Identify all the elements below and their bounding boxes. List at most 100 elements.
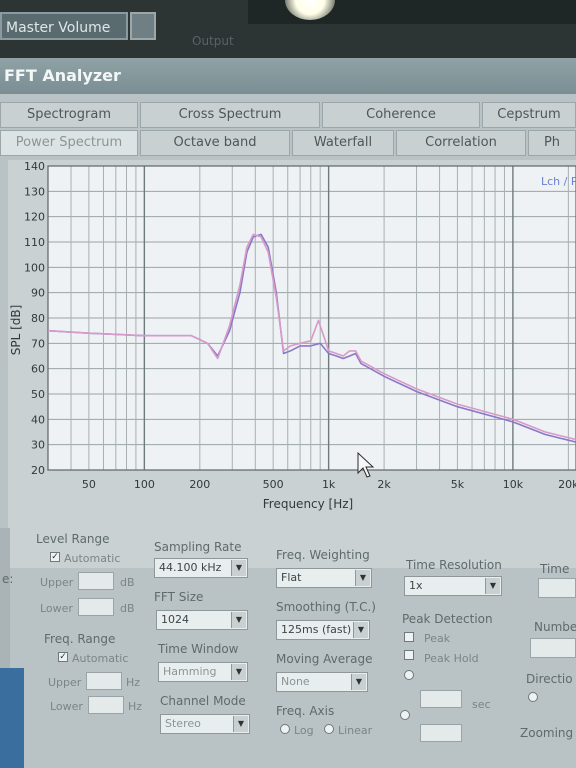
x-tick-label: 2k: [377, 478, 391, 491]
fft-analyzer-window: FFT Analyzer Spectrogram Cross Spectrum …: [0, 58, 576, 768]
peak-hold-radio-2[interactable]: [400, 710, 410, 720]
freq-lower-unit: Hz: [128, 700, 142, 713]
time-window-title: Time Window: [158, 642, 239, 656]
master-volume-field[interactable]: Master Volume: [0, 12, 128, 40]
time-resolution-select[interactable]: 1x ▼: [404, 576, 502, 596]
x-axis-label: Frequency [Hz]: [263, 497, 354, 511]
power-spectrum-plot[interactable]: 140 130 120 110 100 90 80 70 60 50 40 30 20 50 100 200…: [8, 160, 576, 568]
level-upper-unit: dB: [120, 576, 135, 589]
freq-lower-label: Lower: [50, 700, 83, 713]
channel-mode-select[interactable]: Stereo ▼: [160, 714, 250, 734]
time-window-select[interactable]: Hamming ▼: [158, 662, 248, 682]
peak-hold-sec-label: sec: [472, 698, 491, 711]
x-tick-label: 200: [189, 478, 210, 491]
y-tick-label: 30: [31, 439, 45, 452]
y-tick-label: 80: [31, 312, 45, 325]
fft-size-title: FFT Size: [154, 590, 203, 604]
y-tick-label: 120: [24, 211, 45, 224]
zooming-title: Zooming: [520, 726, 573, 740]
time-resolution-title: Time Resolution: [406, 558, 502, 572]
level-upper-input[interactable]: [78, 572, 114, 590]
y-tick-label: 60: [31, 363, 45, 376]
master-volume-dropdown-button[interactable]: [130, 12, 156, 40]
peak-hold-secondary-input[interactable]: [420, 724, 462, 742]
y-tick-label: 100: [24, 261, 45, 274]
freq-lower-input[interactable]: [88, 696, 124, 714]
freq-axis-log-radio[interactable]: [280, 724, 290, 734]
x-tick-label: 20k: [558, 478, 576, 491]
sampling-rate-select[interactable]: 44.100 kHz ▼: [154, 558, 248, 578]
x-tick-label: 50: [82, 478, 96, 491]
chevron-down-icon: ▼: [231, 612, 246, 628]
peak-detection-title: Peak Detection: [402, 612, 493, 626]
channel-mode-title: Channel Mode: [160, 694, 246, 708]
freq-range-title: Freq. Range: [44, 632, 115, 646]
spectrum-chart: 140 130 120 110 100 90 80 70 60 50 40 30 20 50 100 200…: [8, 160, 576, 568]
output-label: Output: [192, 34, 234, 48]
chevron-down-icon: ▼: [485, 578, 500, 594]
peak-checkbox[interactable]: [404, 632, 414, 642]
y-tick-label: 40: [31, 413, 45, 426]
time-cut-input[interactable]: [538, 578, 576, 598]
top-bar: Master Volume Output: [0, 0, 576, 60]
peak-label: Peak: [424, 632, 450, 645]
side-panel-strip: [0, 668, 24, 768]
level-auto-label: Automatic: [64, 552, 120, 565]
y-tick-label: 110: [24, 236, 45, 249]
freq-axis-linear-radio[interactable]: [324, 724, 334, 734]
tab-cepstrum[interactable]: Cepstrum: [482, 102, 576, 128]
tab-phase[interactable]: Ph: [528, 130, 576, 156]
freq-auto-label: Automatic: [72, 652, 128, 665]
level-auto-checkbox[interactable]: ✓: [50, 552, 60, 562]
left-edge-label: e:: [2, 572, 13, 586]
chevron-down-icon: ▼: [351, 674, 366, 690]
tab-cross-spectrum[interactable]: Cross Spectrum: [140, 102, 320, 128]
chevron-down-icon: ▼: [231, 664, 246, 680]
channel-legend: Lch / R: [541, 175, 576, 188]
y-tick-label: 130: [24, 185, 45, 198]
level-lower-unit: dB: [120, 602, 135, 615]
chevron-down-icon: ▼: [231, 560, 246, 576]
freq-axis-title: Freq. Axis: [276, 704, 334, 718]
y-tick-label: 140: [24, 160, 45, 173]
freq-upper-input[interactable]: [86, 672, 122, 690]
tab-waterfall[interactable]: Waterfall: [292, 130, 394, 156]
tab-octave-band[interactable]: Octave band: [140, 130, 290, 156]
freq-weighting-select[interactable]: Flat ▼: [276, 568, 372, 588]
chevron-down-icon: ▼: [355, 570, 370, 586]
tab-coherence[interactable]: Coherence: [322, 102, 480, 128]
y-tick-label: 20: [31, 464, 45, 477]
level-lower-input[interactable]: [78, 598, 114, 616]
x-tick-label: 10k: [503, 478, 524, 491]
x-tick-label: 100: [134, 478, 155, 491]
freq-weighting-title: Freq. Weighting: [276, 548, 370, 562]
direction-title: Directio: [526, 672, 573, 686]
number-input[interactable]: [530, 638, 576, 658]
smoothing-title: Smoothing (T.C.): [276, 600, 376, 614]
freq-axis-log-label: Log: [294, 724, 314, 737]
peak-hold-radio-1[interactable]: [404, 670, 414, 680]
chevron-down-icon: ▼: [353, 622, 368, 638]
smoothing-select[interactable]: 125ms (fast) ▼: [276, 620, 370, 640]
peak-hold-checkbox[interactable]: [404, 650, 414, 660]
tab-spectrogram[interactable]: Spectrogram: [0, 102, 138, 128]
freq-upper-label: Upper: [48, 676, 81, 689]
controls-panel: e: Level Range ✓ Automatic Upper dB Lowe…: [0, 528, 576, 768]
freq-auto-checkbox[interactable]: ✓: [58, 652, 68, 662]
y-tick-label: 50: [31, 388, 45, 401]
moving-average-select[interactable]: None ▼: [276, 672, 368, 692]
x-tick-label: 5k: [451, 478, 465, 491]
chevron-down-icon: ▼: [233, 716, 248, 732]
window-title: FFT Analyzer: [0, 58, 576, 94]
tab-power-spectrum[interactable]: Power Spectrum: [0, 130, 138, 156]
y-axis-label: SPL [dB]: [9, 305, 23, 356]
freq-axis-linear-label: Linear: [338, 724, 372, 737]
peak-hold-seconds-input[interactable]: [420, 690, 462, 708]
y-tick-label: 70: [31, 337, 45, 350]
direction-radio[interactable]: [528, 692, 538, 702]
fft-size-select[interactable]: 1024 ▼: [156, 610, 248, 630]
freq-upper-unit: Hz: [126, 676, 140, 689]
tab-correlation[interactable]: Correlation: [396, 130, 526, 156]
level-range-title: Level Range: [36, 532, 110, 546]
level-lower-label: Lower: [40, 602, 73, 615]
